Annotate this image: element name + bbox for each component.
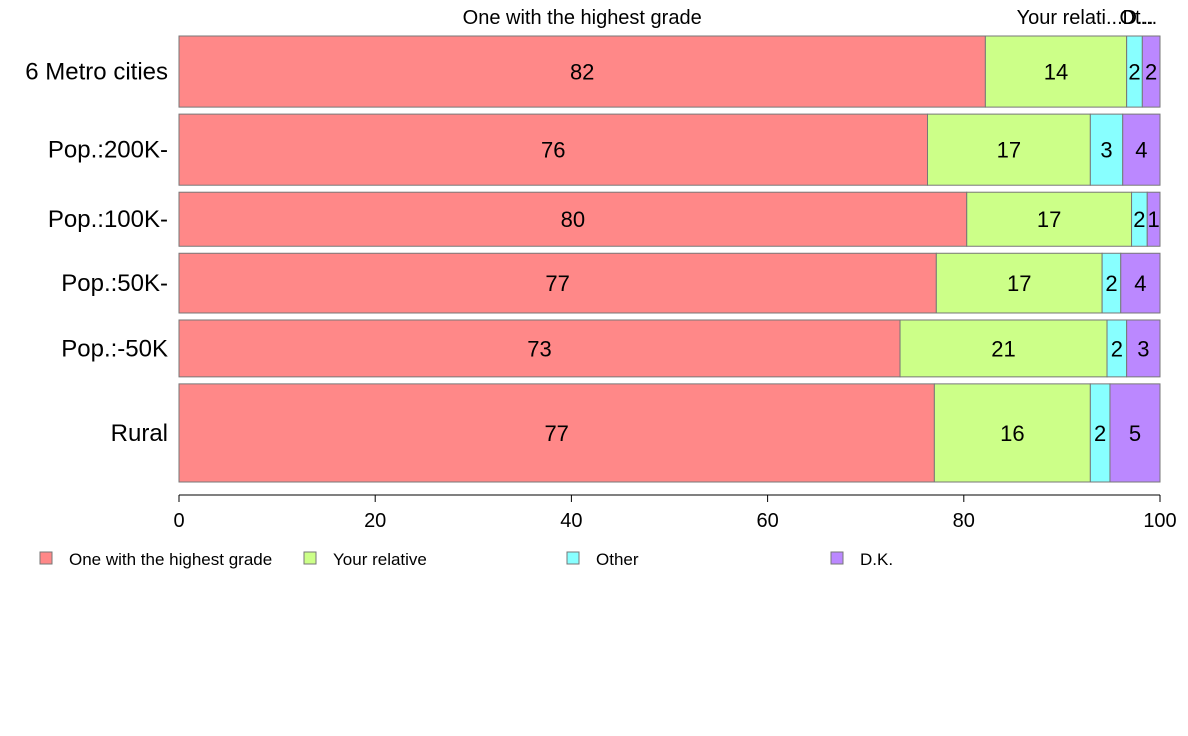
bar-segment — [178, 191, 968, 247]
bar-segment — [966, 191, 1133, 247]
top-labels: One with the highest grade Your relati...… — [463, 7, 1158, 29]
x-tick-label: 60 — [756, 510, 778, 532]
x-tick-label: 20 — [364, 510, 386, 532]
category-label: 6 Metro cities — [25, 59, 168, 86]
legend-swatch — [566, 551, 580, 565]
segment-header-label: One with the highest grade — [463, 7, 702, 29]
segment-header-label: Your relati... — [1017, 7, 1123, 29]
segment-header-label: Ot... — [1119, 7, 1157, 29]
data-label: 2 — [1133, 207, 1145, 232]
x-tick-label: 80 — [953, 510, 975, 532]
data-label: 17 — [1037, 207, 1061, 232]
data-label: 2 — [1145, 60, 1157, 85]
data-label: 3 — [1137, 336, 1149, 361]
data-label: 5 — [1129, 421, 1141, 446]
data-label: 2 — [1105, 271, 1117, 296]
data-label: 80 — [561, 207, 585, 232]
bar-segment — [1126, 319, 1161, 378]
bar-segment — [899, 319, 1108, 378]
data-label: 77 — [545, 271, 569, 296]
x-tick-label: 40 — [560, 510, 582, 532]
x-axis: 0 20 40 60 80 100 — [173, 494, 1177, 532]
data-label: 1 — [1147, 207, 1159, 232]
data-label: 77 — [544, 421, 568, 446]
legend-swatch — [830, 551, 844, 565]
bar-segment — [178, 252, 937, 314]
bar-segment — [178, 383, 935, 483]
data-label: 76 — [541, 138, 565, 163]
bar-segment — [1109, 383, 1161, 483]
legend-label: Your relative — [333, 550, 427, 569]
bar-segment — [1141, 35, 1161, 108]
data-label: 73 — [527, 336, 551, 361]
bar-segment — [1146, 191, 1161, 247]
category-label: Pop.:100K- — [48, 206, 168, 233]
legend-swatch — [39, 551, 53, 565]
legend-label: D.K. — [860, 550, 893, 569]
data-label: 82 — [570, 60, 594, 85]
bar-segment — [933, 383, 1091, 483]
bars: 82 14 2 276 17 3 480 17 2 177 17 2 473 21 2 377 16 2 5 — [178, 35, 1161, 483]
data-label: 17 — [1007, 271, 1031, 296]
data-label: 4 — [1135, 138, 1147, 163]
legend: One with the highest grade Your relative O… — [39, 550, 893, 569]
category-label: Pop.:50K- — [61, 270, 168, 297]
data-label: 2 — [1111, 336, 1123, 361]
data-label: 14 — [1044, 60, 1068, 85]
bar-segment — [984, 35, 1128, 108]
bar-segment — [178, 113, 929, 186]
bar-segment — [927, 113, 1091, 186]
data-label: 21 — [991, 336, 1015, 361]
bar-segment — [1122, 113, 1161, 186]
bar-segment — [1089, 113, 1124, 186]
data-label: 3 — [1100, 138, 1112, 163]
data-label: 17 — [997, 138, 1021, 163]
x-tick-label: 100 — [1143, 510, 1176, 532]
y-axis-labels: 6 Metro cities Pop.:200K- Pop.:100K- Pop.:5… — [25, 59, 168, 447]
x-tick-label: 0 — [173, 510, 184, 532]
segment-header-label: D... — [1122, 7, 1153, 29]
category-label: Rural — [111, 420, 168, 447]
data-label: 16 — [1000, 421, 1024, 446]
data-label: 4 — [1134, 271, 1146, 296]
legend-label: One with the highest grade — [69, 550, 272, 569]
bar-segment — [178, 319, 901, 378]
data-label: 2 — [1094, 421, 1106, 446]
legend-label: Other — [596, 550, 639, 569]
bar-segment — [1120, 252, 1161, 314]
legend-swatch — [303, 551, 317, 565]
category-label: Pop.:-50K — [61, 335, 168, 362]
data-label: 2 — [1128, 60, 1140, 85]
category-label: Pop.:200K- — [48, 137, 168, 164]
